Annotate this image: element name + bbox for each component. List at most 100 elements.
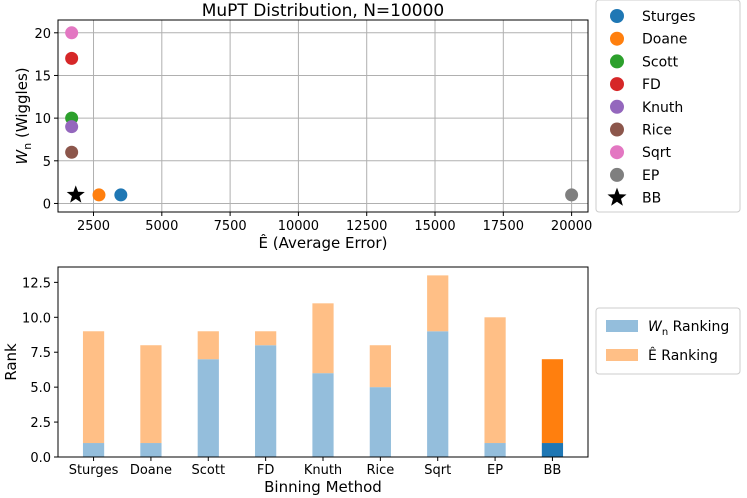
scatter-point-ep: [565, 188, 579, 202]
legend-label-e-ranking: Ê Ranking: [648, 346, 718, 364]
scatter-point-sqrt: [65, 26, 79, 40]
scatter-legend-marker-rice: [610, 122, 624, 137]
bar-wn-sturges: [82, 443, 105, 457]
bar-e-rice: [369, 345, 391, 388]
bar-x-ticks: Sturges Doane Scott FD Knuth Rice Sqrt EP BB: [69, 457, 562, 478]
scatter-x-tick-label: 7500: [214, 219, 247, 234]
scatter-grid: [58, 20, 588, 212]
scatter-legend-label-fd: FD: [642, 77, 661, 93]
scatter-y-tick-label: 15: [34, 69, 51, 84]
bar-wn-bb: [541, 443, 564, 457]
scatter-point-knuth: [65, 120, 79, 134]
bar-x-tick-label-fd: FD: [257, 463, 275, 478]
bar-e-ep: [484, 317, 506, 444]
scatter-legend-label-doane: Doane: [642, 32, 687, 48]
bar-wn-ep: [484, 443, 506, 457]
scatter-point-rice: [65, 145, 79, 159]
scatter-legend-label-sqrt: Sqrt: [642, 145, 672, 161]
bar-y-tick-label: 0.0: [30, 451, 51, 466]
bar-frame: [57, 266, 589, 458]
scatter-x-label: Ê (Average Error): [259, 233, 388, 252]
bar-x-tick-label-rice: Rice: [366, 463, 394, 478]
scatter-legend-marker-scott: [610, 54, 624, 69]
bar-x-tick-label-ep: EP: [487, 463, 503, 478]
scatter-legend-marker-doane: [610, 31, 624, 46]
scatter-x-label-symbol: Ê: [259, 233, 268, 252]
bar-wn-rice: [369, 387, 391, 457]
scatter-legend-frame: [595, 0, 741, 213]
scatter-y-label-text: (Wiggles): [13, 67, 31, 142]
bar-legend-frame: [595, 307, 741, 375]
scatter-y-label: Wn (Wiggles): [13, 67, 34, 164]
scatter-plot: 2500 5000 7500 10000 12500 15000 17500 20000 0 5…: [13, 0, 741, 252]
bar-wn-fd: [255, 345, 277, 457]
bar-e-doane: [140, 345, 162, 444]
scatter-frame: [57, 19, 589, 213]
scatter-points: [65, 26, 579, 203]
scatter-legend-marker-sqrt: [610, 145, 624, 160]
bar-wn-doane: [140, 443, 162, 457]
bar-x-label: Binning Method: [264, 478, 382, 496]
bar-e-sqrt: [427, 275, 449, 332]
bar-x-tick-label-doane: Doane: [130, 463, 172, 478]
bar-y-tick-label: 10.0: [22, 311, 51, 326]
bar-e-sturges: [82, 331, 105, 444]
bar-chart: 0.0 2.5 5.0 7.5 10.0 12.5 Sturges Doane Scott FD…: [2, 266, 741, 496]
bar-e-bb: [541, 359, 564, 444]
bar-y-tick-label: 2.5: [30, 416, 51, 431]
scatter-legend-label-sturges: Sturges: [642, 9, 696, 25]
bar-wn-scott: [197, 359, 219, 457]
bar-legend: Wn Ranking Ê Ranking: [595, 307, 741, 375]
bar-y-label: Rank: [2, 343, 20, 381]
scatter-y-label-sub: n: [21, 143, 34, 150]
scatter-legend-label-ep: EP: [642, 168, 659, 184]
scatter-legend-label-knuth: Knuth: [642, 100, 683, 116]
scatter-x-tick-label: 15000: [414, 219, 455, 234]
bar-series: [82, 275, 564, 457]
scatter-legend-marker-fd: [610, 77, 624, 92]
scatter-x-tick-label: 17500: [483, 219, 524, 234]
scatter-x-tick-label: 12500: [346, 219, 387, 234]
bar-x-tick-label-knuth: Knuth: [304, 463, 342, 478]
legend-swatch-e-ranking: [606, 349, 638, 361]
scatter-y-tick-label: 0: [43, 197, 51, 212]
scatter-legend-label-bb: BB: [642, 191, 661, 207]
legend-swatch-wn-ranking: [606, 320, 638, 332]
bar-e-fd: [255, 331, 277, 346]
scatter-point-doane: [92, 188, 106, 202]
scatter-legend-marker-ep: [610, 167, 624, 182]
scatter-x-tick-label: 10000: [278, 219, 319, 234]
scatter-legend-label-scott: Scott: [642, 54, 679, 70]
bar-e-scott: [197, 331, 219, 360]
scatter-legend: Sturges Doane Scott FD Knuth Rice Sqrt EP BB: [595, 0, 741, 213]
scatter-x-ticks: 2500 5000 7500 10000 12500 15000 17500 20000: [77, 212, 592, 234]
scatter-y-tick-label: 5: [43, 155, 51, 170]
scatter-legend-label-rice: Rice: [642, 123, 672, 139]
bar-y-tick-label: 12.5: [22, 276, 51, 291]
bar-x-tick-label-sqrt: Sqrt: [424, 463, 451, 478]
bar-y-ticks: 0.0 2.5 5.0 7.5 10.0 12.5: [22, 276, 58, 466]
scatter-y-tick-label: 20: [34, 27, 51, 42]
scatter-title: MuPT Distribution, N=10000: [202, 1, 445, 21]
bar-x-tick-label-sturges: Sturges: [69, 463, 119, 478]
scatter-y-ticks: 0 5 10 15 20: [34, 27, 58, 212]
scatter-x-tick-label: 2500: [77, 219, 110, 234]
bar-x-tick-label-scott: Scott: [192, 463, 226, 478]
bar-y-tick-label: 7.5: [30, 346, 51, 361]
bar-x-tick-label-bb: BB: [544, 463, 562, 478]
scatter-x-label-text: (Average Error): [268, 234, 387, 252]
scatter-x-tick-label: 5000: [145, 219, 178, 234]
scatter-legend-marker-bb: [607, 187, 627, 206]
scatter-legend-marker-sturges: [610, 9, 624, 23]
bar-y-tick-label: 5.0: [30, 381, 51, 396]
legend-label-wn-ranking: Wn Ranking: [648, 319, 729, 338]
scatter-point-fd: [65, 51, 79, 65]
scatter-legend-marker-knuth: [610, 99, 624, 114]
bar-e-knuth: [312, 303, 334, 374]
scatter-point-sturges: [114, 188, 128, 202]
scatter-y-label-symbol: W: [13, 149, 31, 165]
scatter-y-tick-label: 10: [34, 112, 51, 127]
bar-wn-knuth: [312, 373, 334, 457]
scatter-x-tick-label: 20000: [551, 219, 592, 234]
